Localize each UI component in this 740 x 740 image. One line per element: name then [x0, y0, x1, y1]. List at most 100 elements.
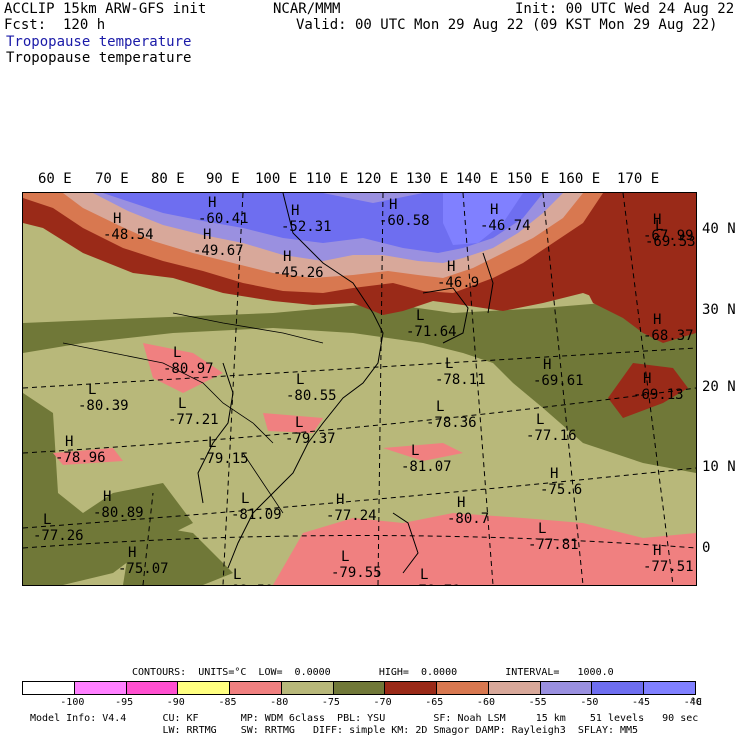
extremum-value: -45.26: [273, 265, 324, 281]
extremum-value: -77.21: [168, 412, 219, 428]
field-name-shaded: Tropopause temperature: [6, 34, 192, 50]
color-bar-tick: -75: [321, 697, 340, 708]
extremum-mark: H: [653, 312, 661, 328]
shade-dark-olive-sw: [123, 523, 233, 585]
color-bar-swatch: [178, 682, 231, 694]
valid-time: Valid: 00 UTC Mon 29 Aug 22 (09 KST Mon …: [296, 17, 718, 33]
extremum-value: -60.58: [379, 213, 430, 229]
color-bar-swatch: [385, 682, 438, 694]
extremum-value: -78.71: [410, 583, 461, 585]
longitude-label: 140 E: [456, 171, 499, 187]
coastline: [197, 193, 494, 574]
model-info-line2: LW: RRTMG SW: RRTMG DIFF: simple KM: 2D …: [30, 725, 639, 736]
longitude-label: 90 E: [206, 171, 240, 187]
extremum-mark: L: [445, 356, 453, 372]
color-bar-tick: -45: [632, 697, 651, 708]
extremum-value: -77.26: [33, 528, 84, 544]
extremum-mark: L: [411, 443, 419, 459]
map-svg: H-48.54H-60.41 H-52.31H-60.58H-46.74H-49.…: [23, 193, 696, 585]
extremum-mark: H: [389, 197, 397, 213]
longitude-label: 60 E: [38, 171, 72, 187]
color-bar-unit: °C: [690, 697, 703, 708]
map-panel: H -48.54 H -60.41 H -52.31 H -60.58 H -46.74 H -49.…: [22, 192, 697, 586]
borders: [62, 312, 324, 514]
extremum-mark: H: [128, 545, 136, 561]
extremum-mark: H: [336, 492, 344, 508]
color-bar-tick: -55: [528, 697, 547, 708]
longitude-label: 150 E: [507, 171, 550, 187]
color-bar-swatch: [540, 682, 593, 694]
color-bar-swatch: [592, 682, 645, 694]
extremum-mark: H: [653, 543, 661, 559]
shade-salmon-c: [383, 443, 463, 461]
extremum-mark: L: [208, 435, 216, 451]
extremum-value: -75.07: [118, 561, 169, 577]
extremum-mark: H: [113, 211, 121, 227]
longitude-label: 110 E: [306, 171, 349, 187]
extremum-value: -69.13: [633, 387, 684, 403]
extremum-mark: H: [457, 495, 465, 511]
color-bar-swatch: [23, 682, 75, 694]
center-label: NCAR/MMM: [273, 1, 341, 17]
longitude-label: 70 E: [95, 171, 129, 187]
extremum-value: -46.9: [437, 275, 479, 291]
extremum-value: -78.96: [55, 450, 106, 466]
color-bar-tick: -95: [115, 697, 134, 708]
extremum-mark: L: [88, 382, 96, 398]
extremum-mark: H: [643, 371, 651, 387]
extremum-value: -48.54: [103, 227, 154, 243]
extremum-mark: H: [103, 489, 111, 505]
extremum-value: -80.55: [286, 388, 337, 404]
shade-salmon-mid: [263, 413, 323, 433]
extremum-value: -82.59: [223, 583, 274, 585]
color-bar-tick: -50: [580, 697, 599, 708]
color-bar-tick: -60: [476, 697, 495, 708]
extremum-mark: H: [490, 202, 498, 218]
extrema-labels: H-48.54H-60.41 H-52.31H-60.58H-46.74H-49.…: [33, 195, 696, 585]
longitude-label: 120 E: [356, 171, 399, 187]
extremum-mark: L: [233, 567, 241, 583]
init-time: Init: 00 UTC Wed 24 Aug 22: [515, 1, 735, 17]
longitude-label: 170 E: [617, 171, 660, 187]
extremum-value: -77.16: [526, 428, 577, 444]
extremum-mark: L: [178, 396, 186, 412]
extremum-mark: H: [65, 434, 73, 450]
latitude-label: 0: [702, 540, 711, 556]
model-info-line1: Model Info: V4.4 CU: KF MP: WDM 6class P…: [30, 713, 699, 724]
extremum-value: -71.64: [406, 324, 457, 340]
color-bar-tick: -100: [60, 697, 85, 708]
color-bar-swatch: [644, 682, 695, 694]
extremum-value: -77.24: [326, 508, 377, 524]
extremum-value: -80.7: [447, 511, 489, 527]
extremum-value: -60.41: [198, 211, 249, 227]
lat-lon-grid: [23, 193, 696, 585]
shade-salmon-w: [53, 448, 123, 465]
color-bar: [22, 681, 696, 695]
extremum-value: -79.15: [198, 451, 249, 467]
contours-info: CONTOURS: UNITS=°C LOW= 0.0000 HIGH= 0.0…: [132, 667, 614, 678]
extremum-mark: L: [295, 415, 303, 431]
extremum-mark: L: [655, 218, 663, 234]
color-bar-tick: -85: [218, 697, 237, 708]
shade-light-blue: [443, 193, 523, 245]
extremum-value: -77.81: [528, 537, 579, 553]
extremum-value: -78.36: [426, 415, 477, 431]
color-bar-swatch: [74, 682, 127, 694]
extremum-mark: H: [543, 357, 551, 373]
extremum-mark: H: [291, 203, 299, 219]
extremum-value: -79.55: [331, 565, 382, 581]
extremum-mark: H: [283, 249, 291, 265]
extremum-mark: L: [341, 549, 349, 565]
longitude-label: 80 E: [151, 171, 185, 187]
shade-salmon-north: [143, 343, 223, 393]
longitude-label: 130 E: [406, 171, 449, 187]
shade-dark-red-east: [583, 193, 696, 343]
extremum-value: -80.39: [78, 398, 129, 414]
color-bar-tick: -70: [373, 697, 392, 708]
color-bar-tick: -65: [425, 697, 444, 708]
extremum-value: -49.67: [193, 243, 244, 259]
shade-dark-olive: [23, 293, 696, 473]
extremum-mark: L: [241, 491, 249, 507]
extremum-mark: L: [538, 521, 546, 537]
extremum-value: -69.53: [645, 234, 696, 250]
